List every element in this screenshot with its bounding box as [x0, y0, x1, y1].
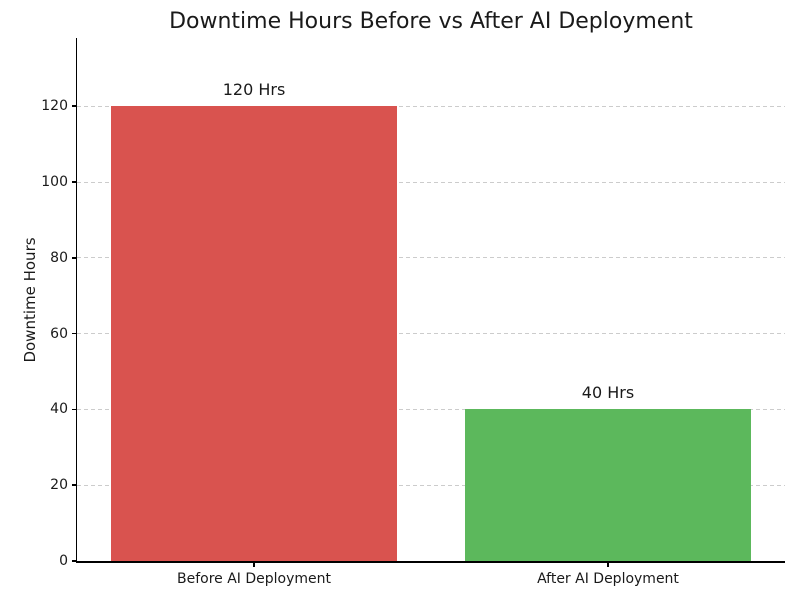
y-tick-label: 120: [41, 98, 68, 115]
x-tick-label: Before AI Deployment: [176, 571, 331, 587]
y-tick-mark: [72, 484, 77, 486]
y-tick-label: 20: [50, 477, 68, 494]
plot-area: 0 20 40 60 80 100 120 120 Hrs Before AI Deployme…: [41, 38, 785, 587]
y-tick-label: 60: [50, 325, 68, 342]
y-gridline: [77, 333, 785, 335]
chart-title: Downtime Hours Before vs After AI Deploy…: [169, 9, 693, 34]
y-tick-mark: [72, 408, 77, 411]
y-gridline: [77, 257, 785, 259]
y-gridline: [77, 181, 785, 183]
y-tick-mark: [72, 257, 77, 259]
y-tick-mark: [72, 181, 77, 183]
y-tick-label: 100: [41, 174, 68, 191]
y-gridline: [77, 484, 785, 486]
x-tick-label: After AI Deployment: [537, 571, 679, 587]
y-axis-label: Downtime Hours: [21, 237, 39, 363]
y-axis-spine: [75, 38, 77, 563]
bar-value-label: 40 Hrs: [581, 383, 635, 403]
y-tick-mark: [72, 560, 77, 562]
y-tick-mark: [72, 105, 77, 107]
bar-value-label: 120 Hrs: [222, 80, 286, 100]
y-tick-mark: [72, 332, 77, 335]
y-tick-label: 40: [50, 401, 68, 418]
bar-before-ai: [111, 106, 397, 561]
y-gridline: [77, 408, 785, 410]
x-axis-spine: [75, 561, 785, 563]
x-tick-mark: [607, 561, 609, 567]
y-tick-label: 0: [59, 553, 68, 569]
x-tick-mark: [253, 561, 255, 567]
y-tick-label: 80: [50, 249, 68, 266]
y-gridline: [77, 105, 785, 107]
bar-after-ai: [465, 409, 751, 561]
